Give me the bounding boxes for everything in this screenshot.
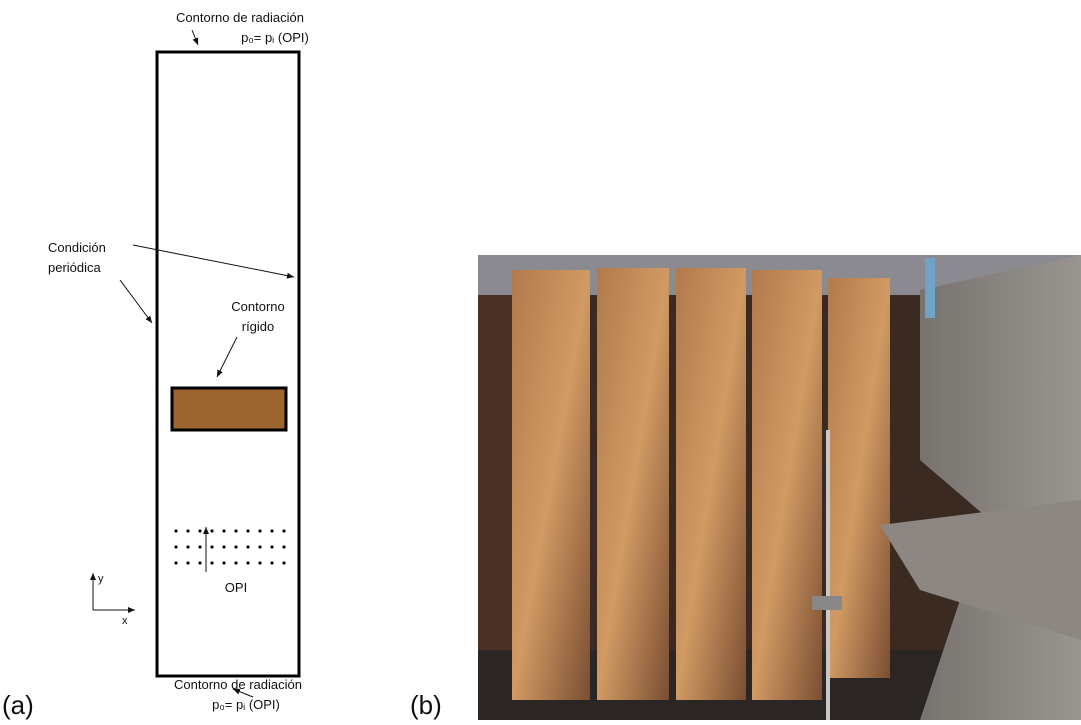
dot [270,545,273,548]
panel-a: Contorno de radiación p₀= pᵢ (OPI) Condi… [2,10,309,720]
rigid-label: Contorno [231,299,284,314]
arrow [120,280,152,323]
dot [198,545,201,548]
periodic-label: periódica [48,260,102,275]
axis-label: x [122,615,128,627]
dot [222,561,225,564]
source-label: OPI [225,580,247,595]
periodic-label: Condición [48,240,106,255]
panel-label: (b) [410,690,442,720]
rigid-body [172,388,286,430]
photo [478,255,1081,720]
top-title: Contorno de radiación [176,10,304,25]
dot [198,561,201,564]
dot [234,529,237,532]
dot [282,545,285,548]
arrow [217,337,237,377]
top-condition: p₀= pᵢ (OPI) [241,30,309,45]
dot [246,529,249,532]
dot [174,545,177,548]
figure: Contorno de radiación p₀= pᵢ (OPI) Condi… [0,0,1081,720]
dot [258,561,261,564]
dot [258,545,261,548]
dot [246,561,249,564]
dot [222,545,225,548]
dot [174,561,177,564]
panel-label: (a) [2,690,34,720]
dot [246,545,249,548]
dot [270,529,273,532]
dot [222,529,225,532]
bottom-title: Contorno de radiación [174,677,302,692]
dot [282,529,285,532]
rigid-label: rígido [242,319,275,334]
dot-grid [174,529,285,564]
dot [186,561,189,564]
dot [186,529,189,532]
dot [210,561,213,564]
arrow [192,30,198,45]
dot [210,529,213,532]
dot [234,561,237,564]
dot [258,529,261,532]
dot [270,561,273,564]
dot [198,529,201,532]
dot [234,545,237,548]
dot [282,561,285,564]
bottom-condition: p₀= pᵢ (OPI) [212,697,280,712]
dot [210,545,213,548]
dot [186,545,189,548]
axis-label: y [98,573,104,585]
dot [174,529,177,532]
